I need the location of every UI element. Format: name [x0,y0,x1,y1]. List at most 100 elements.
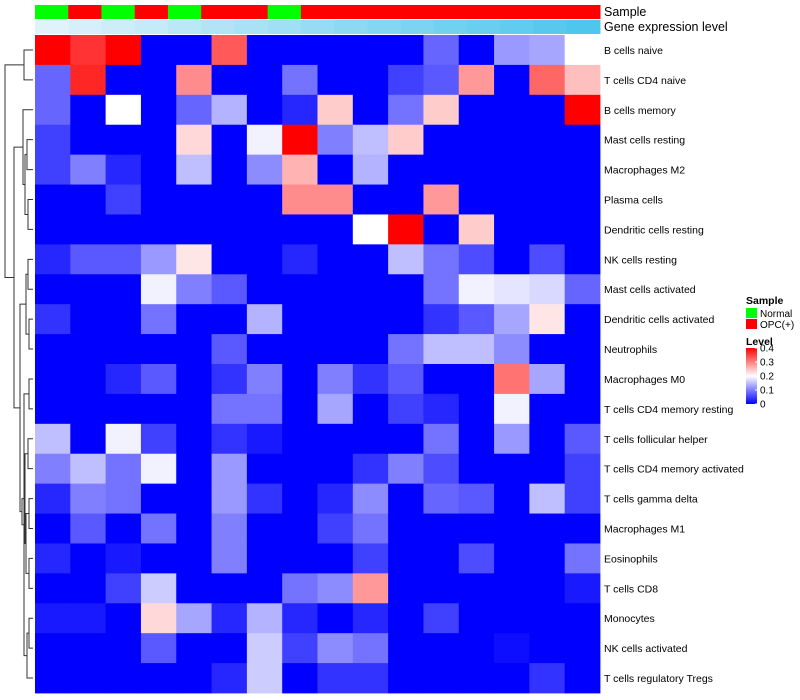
row-label: Mast cells activated [604,284,696,296]
heatmap-cell [458,214,495,245]
heatmap-cell [140,423,177,455]
heatmap-cell [423,603,460,634]
heatmap-cell [564,304,601,335]
heatmap-cell [388,64,424,96]
gene-track-cell [201,20,235,34]
heatmap-cell [140,364,177,395]
row-label: Dendritic cells activated [604,314,714,326]
heatmap-cell [494,214,530,245]
heatmap-cell [529,304,566,335]
heatmap-cell [317,513,354,544]
heatmap-cell [140,393,177,425]
heatmap-cell [529,214,566,245]
heatmap-cell [140,573,177,604]
heatmap-cell [564,334,601,365]
heatmap-cell [388,603,424,634]
heatmap-cell [246,334,283,365]
heatmap-cell [423,543,460,574]
sample-track-cell [467,5,501,19]
row-label: T cells follicular helper [604,434,708,446]
heatmap-cell [246,94,283,126]
heatmap-cell [317,274,354,305]
heatmap-cell [352,214,389,245]
heatmap-cell [458,603,495,634]
heatmap-cell [494,244,530,275]
heatmap-cell [211,304,248,335]
heatmap-cell [352,483,389,514]
heatmap-cell [388,274,424,305]
heatmap-cell [70,334,107,365]
heatmap-cell [388,304,424,335]
heatmap-cell [564,603,601,634]
heatmap-cell [211,214,248,245]
heatmap-cell [282,663,318,694]
heatmap-cell [423,483,460,514]
sample-track-cell [201,5,235,19]
sample-track-label: Sample [604,5,646,19]
heatmap-cell [105,94,142,126]
heatmap-cell [70,663,107,694]
heatmap-cell [176,64,212,96]
heatmap-cell [140,663,177,694]
heatmap-cell [423,304,460,335]
heatmap-cell [317,453,354,485]
heatmap-cell [458,543,495,574]
heatmap-cell [70,35,107,66]
heatmap-cell [140,334,177,365]
heatmap-cell [494,663,530,694]
heatmap-cell [140,124,177,156]
heatmap-cell [282,274,318,305]
heatmap-cell [140,453,177,485]
row-dendrogram [4,49,33,679]
heatmap-cell [317,304,354,335]
gene-track-cell [167,20,202,34]
heatmap-cell [564,364,601,395]
heatmap-cell [564,244,601,275]
gene-track-cell [500,20,535,34]
heatmap-cell [211,483,248,514]
heatmap-cell [317,94,354,126]
heatmap-cell [282,483,318,514]
heatmap-cell [105,244,142,275]
heatmap-cell [70,573,107,604]
heatmap-cell [282,603,318,634]
heatmap-cell [494,603,530,634]
heatmap-cell [352,274,389,305]
heatmap-cell [317,64,354,96]
heatmap-cell [388,364,424,395]
heatmap-cell [282,393,318,425]
heatmap-cell [35,573,71,604]
heatmap-cell [494,513,530,544]
heatmap-cell [176,274,212,305]
heatmap-cell [388,35,424,66]
heatmap-cell [317,633,354,664]
heatmap-cell [176,423,212,455]
row-label: T cells CD4 memory activated [604,464,744,476]
heatmap-cell [423,663,460,694]
dendrogram-branch [23,49,33,81]
heatmap-cell [246,513,283,544]
heatmap-cell [317,364,354,395]
heatmap-cell [211,94,248,126]
heatmap-cell [529,94,566,126]
heatmap-cell [423,513,460,544]
legend-level-tick-label: 0.3 [760,358,774,369]
heatmap-cell [282,184,318,215]
gene-expression-track-label: Gene expression level [604,20,728,34]
heatmap-cell [564,573,601,604]
dendrogram-branch [26,632,33,679]
heatmap-cell [564,453,601,485]
heatmap-cell [70,214,107,245]
heatmap-cell [564,35,601,66]
heatmap-cell [105,274,142,305]
heatmap-cell [246,35,283,66]
sample-track-cell [367,5,402,19]
heatmap-cell [564,393,601,425]
heatmap-cell [211,513,248,544]
heatmap-cell [246,483,283,514]
heatmap-cell [211,633,248,664]
heatmap-cell [317,244,354,275]
heatmap-cell [529,633,566,664]
heatmap-cell [35,64,71,96]
heatmap-cell [246,244,283,275]
